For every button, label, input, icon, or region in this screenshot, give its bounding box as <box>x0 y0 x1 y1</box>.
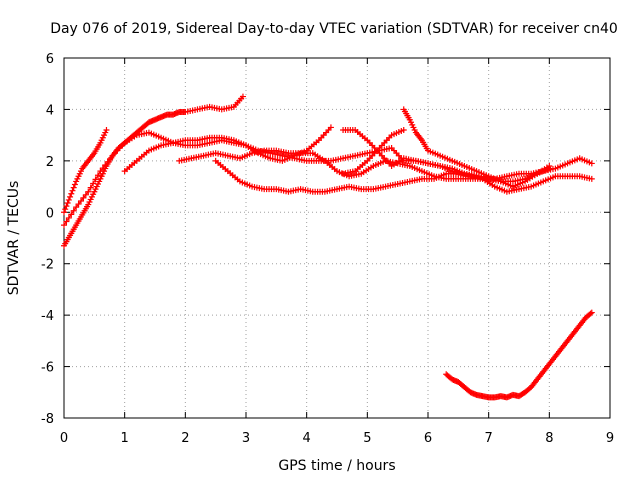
data-point <box>65 196 72 203</box>
x-tick-label: 2 <box>181 431 189 446</box>
x-tick-label: 8 <box>545 431 553 446</box>
series-3 <box>61 124 334 229</box>
x-tick-label: 7 <box>485 431 493 446</box>
data-point <box>69 187 76 194</box>
data-point <box>71 181 78 188</box>
y-axis-label: SDTVAR / TECUs <box>6 181 22 296</box>
x-tick-label: 9 <box>606 431 614 446</box>
data-point <box>63 218 70 225</box>
data-point <box>99 165 106 172</box>
data-point <box>77 197 84 204</box>
series-6 <box>212 157 595 195</box>
data-point <box>68 211 75 218</box>
data-point <box>107 155 114 162</box>
data-point <box>68 190 75 197</box>
y-tick-label: 4 <box>46 103 54 118</box>
data-point <box>61 222 67 229</box>
y-tick-label: 6 <box>46 52 54 67</box>
data-point <box>70 184 77 191</box>
data-point <box>588 160 595 167</box>
data-point <box>80 194 87 201</box>
y-tick-label: -4 <box>41 309 54 324</box>
data-point <box>61 209 67 216</box>
x-axis-label: GPS time / hours <box>278 458 395 474</box>
series-group <box>61 93 595 401</box>
data-point <box>588 175 595 182</box>
y-tick-label: 2 <box>46 155 54 170</box>
data-point <box>90 180 97 187</box>
data-point <box>92 176 99 183</box>
data-point <box>75 201 82 208</box>
series-1 <box>61 127 110 216</box>
data-point <box>102 161 109 168</box>
data-point <box>104 158 111 165</box>
data-point <box>97 168 104 175</box>
series-2 <box>61 93 246 249</box>
y-tick-label: 0 <box>46 206 54 221</box>
series-9 <box>400 106 553 190</box>
data-point <box>588 309 595 316</box>
data-point <box>587 310 594 317</box>
data-point <box>62 206 69 213</box>
plot-frame <box>63 57 611 419</box>
x-tick-label: 6 <box>424 431 432 446</box>
data-point <box>64 200 71 207</box>
data-point <box>94 172 101 179</box>
x-tick-label: 1 <box>121 431 129 446</box>
data-point <box>67 193 74 200</box>
x-tick-label: 5 <box>363 431 371 446</box>
data-point <box>85 188 92 195</box>
data-point <box>87 184 94 191</box>
y-tick-label: -6 <box>41 361 54 376</box>
x-tick-label: 4 <box>303 431 311 446</box>
data-point <box>239 93 246 100</box>
series-line <box>445 312 593 398</box>
data-point <box>65 214 72 221</box>
axis-ticks: 0 1 2 3 4 5 6 7 8 9 -8 -6 -4 -2 0 2 4 6 <box>41 52 614 446</box>
series-7 <box>340 127 407 177</box>
y-tick-label: -8 <box>41 412 54 427</box>
data-point <box>400 127 407 133</box>
x-tick-label: 3 <box>242 431 250 446</box>
data-point <box>73 204 80 211</box>
series-10 <box>443 309 595 401</box>
data-point <box>327 124 334 131</box>
data-point <box>63 203 70 210</box>
data-point <box>82 191 89 198</box>
grid <box>64 58 610 418</box>
data-point <box>546 165 553 172</box>
chart-title: Day 076 of 2019, Sidereal Day-to-day VTE… <box>50 21 618 37</box>
series-8 <box>340 127 492 182</box>
y-tick-label: -2 <box>41 258 54 273</box>
data-point <box>103 127 110 133</box>
x-tick-label: 0 <box>60 431 68 446</box>
data-point <box>70 207 77 214</box>
